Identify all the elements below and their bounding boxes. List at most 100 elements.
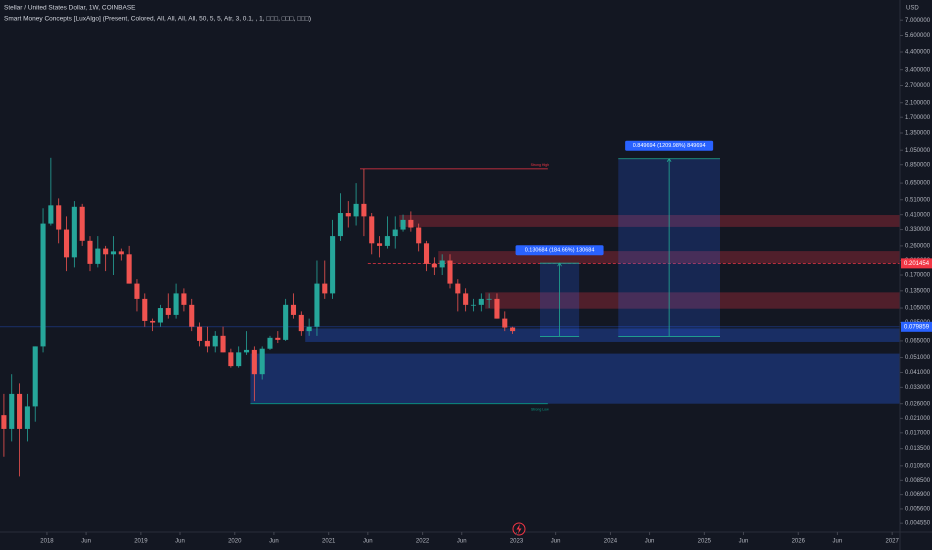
y-tick-label: 0.041000: [905, 370, 931, 376]
y-tick-label: 0.260000: [905, 243, 931, 249]
candle-body: [173, 293, 179, 315]
candle-body: [275, 337, 281, 340]
measure-label-box: [625, 140, 714, 151]
candle-body: [212, 335, 218, 347]
candle-body: [377, 243, 383, 246]
candle-body: [455, 283, 461, 294]
measure-label: 0.849694 (1209.98%) 849694: [633, 143, 706, 149]
measure-label-box: [515, 245, 604, 256]
x-tick-label: 2025: [698, 539, 712, 545]
x-tick-label: 2026: [792, 539, 806, 545]
y-tick-label: 0.017000: [905, 430, 931, 436]
candle-body: [103, 248, 109, 255]
candle-body: [181, 293, 187, 305]
y-tick-label: 2.700000: [905, 83, 931, 89]
candle-body: [157, 308, 163, 323]
order-block: [485, 292, 900, 309]
candle-body: [353, 203, 359, 217]
candle-body: [470, 304, 477, 306]
candle-body: [267, 337, 273, 349]
candle-body: [228, 352, 234, 367]
candle-body: [494, 298, 500, 319]
candle-body: [142, 298, 148, 321]
candle-body: [463, 293, 469, 305]
plot-area: Strong High Strong Low 0.130684 (184.66%) …: [0, 140, 900, 477]
y-tick-label: 0.004550: [905, 521, 931, 527]
x-tick-label: Jun: [739, 539, 749, 545]
candle-body: [361, 203, 367, 217]
x-tick-label: 2018: [40, 539, 54, 545]
y-tick-label: 1.350000: [905, 131, 931, 137]
y-tick-label: 2.100000: [905, 100, 931, 106]
candle-body: [243, 349, 250, 353]
candle-body: [236, 352, 242, 367]
candle-body: [423, 243, 430, 264]
candle-body: [40, 223, 46, 347]
candle-body: [134, 283, 140, 299]
candle-body: [290, 304, 297, 315]
candle-body: [118, 251, 124, 255]
y-tick-label: 0.033000: [905, 385, 931, 391]
candle-body: [79, 206, 85, 241]
y-tick-label: 4.400000: [905, 50, 931, 56]
x-tick-label: Jun: [363, 539, 373, 545]
candle-body: [165, 308, 171, 315]
candle-body: [17, 393, 23, 429]
y-tick-label: 0.005600: [905, 507, 931, 513]
y-tick-label: 5.600000: [905, 33, 931, 39]
order-block: [399, 215, 900, 227]
x-tick-label: Jun: [457, 539, 467, 545]
candle-body: [408, 219, 414, 228]
y-tick-label: 3.400000: [905, 67, 931, 73]
candle-body: [1, 415, 7, 429]
x-tick-label: Jun: [81, 539, 91, 545]
candle-body: [204, 340, 210, 347]
y-tick-label: 0.021000: [905, 416, 931, 422]
x-tick-label: Jun: [833, 539, 843, 545]
candle-body: [416, 227, 422, 244]
y-tick-label: 7.000000: [905, 18, 931, 24]
structure-label: Strong Low: [531, 408, 549, 412]
candle-body: [400, 219, 406, 230]
x-tick-label: 2023: [510, 539, 524, 545]
x-tick-label: Jun: [551, 539, 561, 545]
level-price-label: 0.201454: [904, 261, 930, 267]
candle-body: [71, 206, 77, 258]
candle-body: [510, 327, 516, 332]
measure-label: 0.130684 (184.66%) 130684: [525, 248, 595, 254]
y-tick-label: 0.065000: [905, 338, 931, 344]
candle-body: [384, 236, 390, 246]
candle-body: [56, 205, 62, 230]
candle-body: [95, 248, 101, 264]
y-tick-label: 0.170000: [905, 273, 931, 279]
indicator-label: Smart Money Concepts [LuxAlgo] (Present,…: [4, 16, 311, 23]
candle-body: [502, 318, 508, 328]
candle-body: [369, 216, 375, 244]
y-tick-label: 0.410000: [905, 212, 931, 218]
x-tick-label: 2027: [885, 539, 899, 545]
y-tick-label: 0.010500: [905, 463, 931, 469]
candle-body: [9, 393, 15, 429]
y-tick-label: 0.008500: [905, 478, 931, 484]
candle-body: [314, 283, 320, 327]
x-tick-label: 2020: [228, 539, 242, 545]
x-tick-label: 2021: [322, 539, 336, 545]
candle-body: [322, 283, 328, 294]
x-tick-label: 2024: [604, 539, 618, 545]
candle-body: [220, 335, 226, 353]
candle-body: [439, 260, 445, 268]
level-price-label-box: [901, 258, 932, 269]
candle-body: [32, 346, 38, 407]
candle-body: [259, 348, 265, 375]
y-tick-label: 0.330000: [905, 227, 931, 233]
candle-body: [298, 314, 304, 332]
candle-body: [63, 229, 70, 258]
last-price-label-box: [901, 321, 932, 332]
candle-body: [330, 236, 336, 294]
order-block: [250, 353, 900, 404]
measure-arrowhead: [666, 158, 672, 162]
last-price-label: 0.079859: [904, 324, 930, 330]
alert-icon[interactable]: [512, 522, 526, 536]
structure-label: Strong High: [531, 163, 550, 167]
